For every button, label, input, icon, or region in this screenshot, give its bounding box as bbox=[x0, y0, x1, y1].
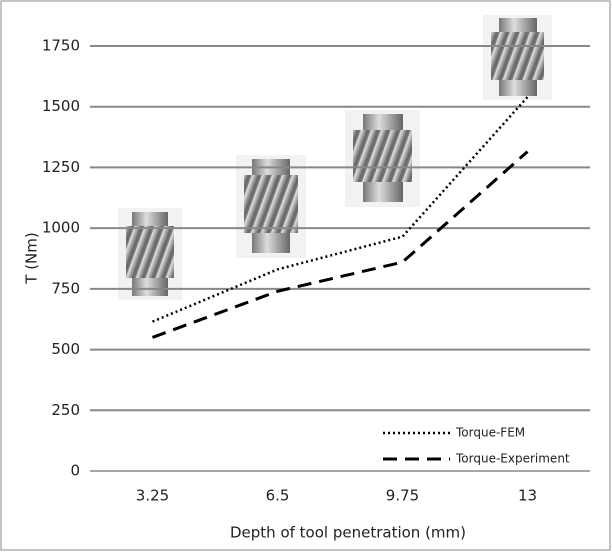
y-tick-label: 250 bbox=[51, 401, 80, 419]
y-tick-label: 750 bbox=[51, 279, 80, 297]
y-tick-label: 1250 bbox=[42, 158, 80, 176]
y-tick-label: 1000 bbox=[42, 219, 80, 237]
x-tick-label: 3.25 bbox=[136, 487, 169, 505]
y-tick-label: 1500 bbox=[42, 97, 80, 115]
y-axis-label: T (Nm) bbox=[23, 232, 41, 284]
y-tick-label: 1750 bbox=[42, 37, 80, 55]
data-line bbox=[151, 150, 529, 339]
x-tick-label: 13 bbox=[518, 487, 537, 505]
x-tick-label: 9.75 bbox=[386, 487, 419, 505]
y-tick-label: 500 bbox=[51, 340, 80, 358]
x-tick-label: 6.5 bbox=[266, 487, 290, 505]
x-axis-label: Depth of tool penetration (mm) bbox=[230, 524, 466, 542]
data-line bbox=[152, 96, 529, 323]
gear-images bbox=[118, 15, 552, 300]
legend-label: Torque-Experiment bbox=[455, 452, 570, 466]
y-tick-label: 0 bbox=[70, 462, 80, 480]
legend-label: Torque-FEM bbox=[455, 426, 525, 440]
